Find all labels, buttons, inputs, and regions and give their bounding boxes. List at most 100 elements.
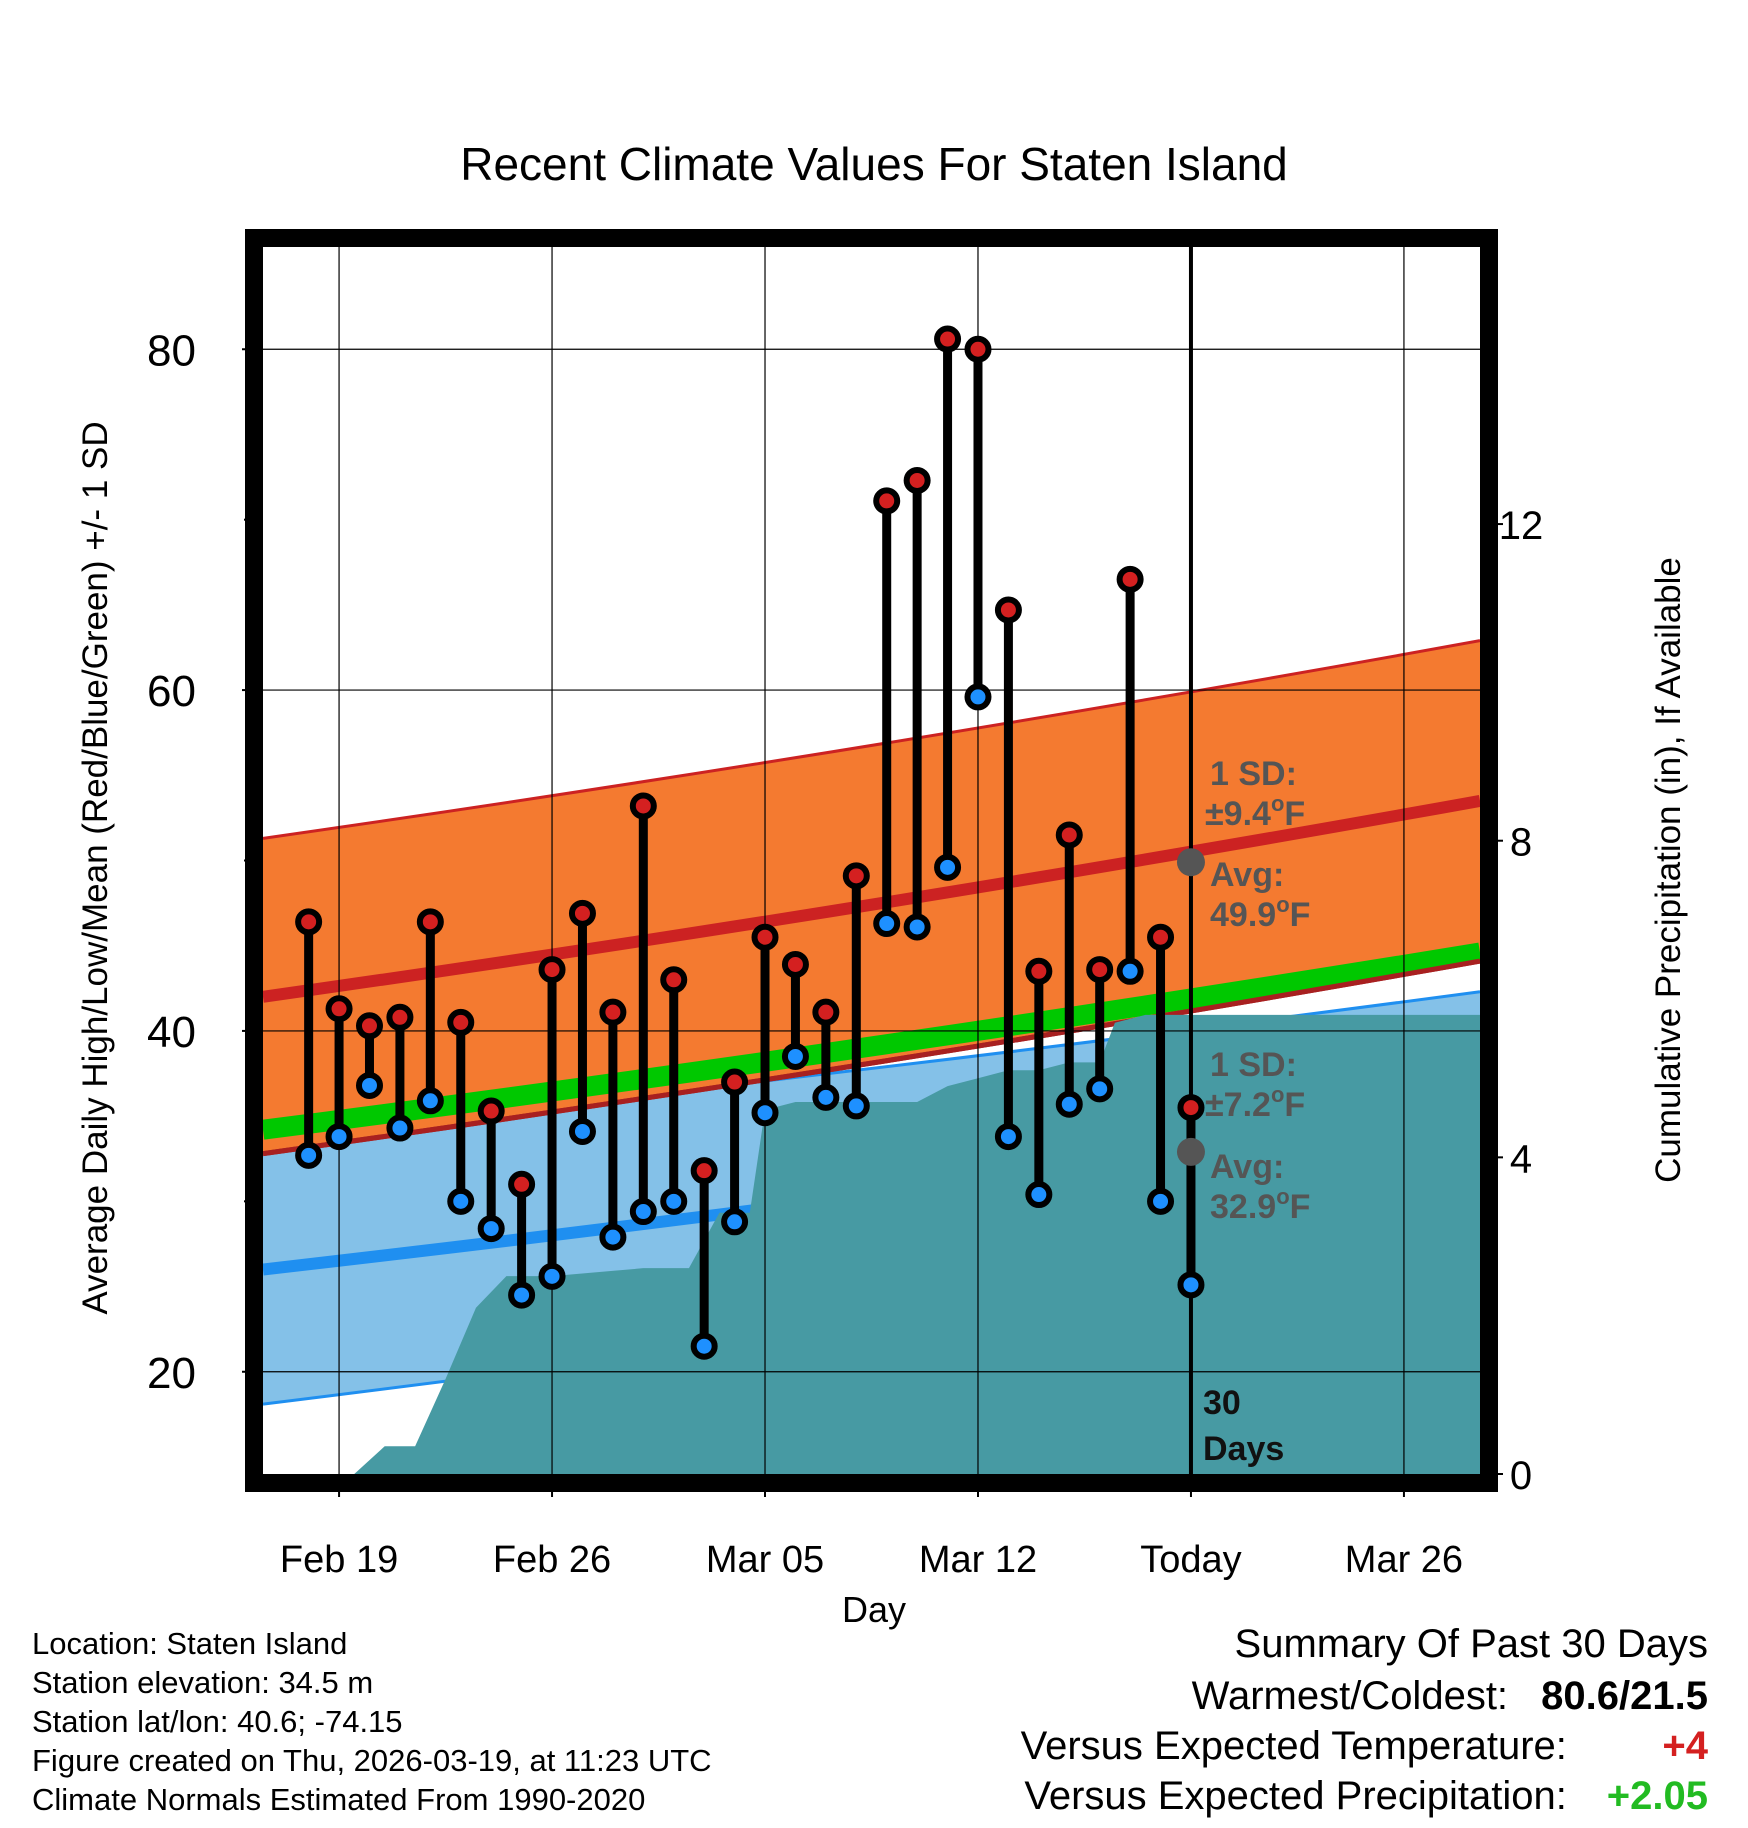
high-temp-point [660, 966, 688, 994]
summary-precip-label: Versus Expected Precipitation: [1024, 1774, 1567, 1818]
low-temp-point [1025, 1181, 1053, 1209]
high-avg-label: Avg: [1210, 856, 1284, 894]
low-avg-label: Avg: [1210, 1148, 1284, 1186]
summary-precip-value: +2.05 [1606, 1774, 1708, 1818]
high-sd-band [263, 640, 1480, 1154]
low-temp-point [508, 1281, 536, 1309]
high-temp-point [629, 792, 657, 820]
low-temp-point [721, 1208, 749, 1236]
y2-axis-label: Cumulative Precipitation (in), If Availa… [1649, 557, 1688, 1183]
low-temp-point [873, 910, 901, 938]
summary-temp: Versus Expected Temperature: +4 [1021, 1724, 1708, 1769]
high-temp-point [1147, 923, 1175, 951]
low-temp-point [295, 1141, 323, 1169]
high-temp-point [325, 995, 353, 1023]
y-tick-label: 40 [147, 1008, 196, 1057]
y2-tick-label: 12 [1499, 504, 1544, 548]
x-tick-label: Mar 12 [919, 1539, 1037, 1581]
x-axis-label: Day [842, 1589, 906, 1630]
mean-normal-line [263, 942, 1480, 1140]
low-temp-point [781, 1042, 809, 1070]
high-temp-point [477, 1097, 505, 1125]
low-temp-point [1177, 1271, 1205, 1299]
high-temp-point [873, 487, 901, 515]
high-sd-label: 1 SD: [1210, 755, 1297, 793]
low-temp-point [660, 1187, 688, 1215]
info-elevation: Station elevation: 34.5 m [32, 1665, 374, 1700]
summary-temp-value: +4 [1662, 1724, 1708, 1768]
high-temp-point [1025, 957, 1053, 985]
y-tick-label: 20 [147, 1349, 196, 1398]
high-temp-point [386, 1003, 414, 1031]
low-temp-point [1055, 1090, 1083, 1118]
high-temp-point [934, 325, 962, 353]
low-temp-point [538, 1262, 566, 1290]
high-temp-point [994, 596, 1022, 624]
y-tick-label: 60 [147, 667, 196, 716]
high-temp-point [751, 923, 779, 951]
high-temp-point [903, 466, 931, 494]
low-temp-point [964, 683, 992, 711]
info-latlon: Station lat/lon: 40.6; -74.15 [32, 1704, 403, 1739]
high-temp-point [1116, 565, 1144, 593]
low-temp-point [751, 1099, 779, 1127]
low-sd-value: ±7.2oF [1205, 1082, 1305, 1124]
period-label-number: 30 [1203, 1384, 1241, 1422]
low-temp-point [325, 1123, 353, 1151]
high-temp-point [416, 908, 444, 936]
summary-temp-label: Versus Expected Temperature: [1020, 1724, 1567, 1768]
x-tick-label: Today [1140, 1539, 1241, 1581]
high-temp-point [842, 862, 870, 890]
high-temp-point [721, 1068, 749, 1096]
high-sd-lower-edge-overlay [263, 958, 1480, 1157]
high-temp-point [538, 956, 566, 984]
y-axis-label: Average Daily High/Low/Mean (Red/Blue/Gr… [76, 421, 115, 1314]
low-temp-point [1147, 1187, 1175, 1215]
high-temp-point [690, 1157, 718, 1185]
info-normals: Climate Normals Estimated From 1990-2020 [32, 1782, 646, 1817]
y-tick-label: 80 [147, 326, 196, 375]
x-tick-label: Feb 19 [280, 1539, 398, 1581]
y2-tick-label: 4 [1510, 1137, 1532, 1181]
low-avg-value: 32.9oF [1210, 1184, 1310, 1226]
chart-title: Recent Climate Values For Staten Island [460, 138, 1288, 190]
info-created: Figure created on Thu, 2026-03-19, at 11… [32, 1743, 712, 1778]
low-temp-point [934, 853, 962, 881]
mean-high-normal-line [263, 794, 1480, 1003]
summary-warm-cold-label: Warmest/Coldest: [1191, 1674, 1509, 1718]
summary-precip: Versus Expected Precipitation: +2.05 [1024, 1774, 1708, 1819]
low-sd-label: 1 SD: [1210, 1046, 1297, 1084]
period-label-days: Days [1203, 1430, 1284, 1468]
axis-ticks: 20 40 60 80 0 4 8 12 Feb 19 Feb 26 Mar 05 Mar 12 Tod… [147, 326, 1543, 1581]
x-tick-label: Feb 26 [493, 1539, 611, 1581]
observation-sticks [295, 325, 1205, 1360]
high-avg-value: 49.9oF [1210, 892, 1310, 934]
summary-title: Summary Of Past 30 Days [1234, 1622, 1708, 1666]
summary-warm-cold: Warmest/Coldest: 80.6/21.5 [1192, 1674, 1708, 1719]
info-location: Location: Staten Island [32, 1626, 348, 1661]
precipitation-fill [263, 1014, 1480, 1474]
precipitation-area [263, 1014, 1480, 1474]
high-avg-marker [1176, 848, 1205, 877]
low-temp-point [690, 1332, 718, 1360]
high-temp-point [1086, 956, 1114, 984]
low-temp-point [903, 913, 931, 941]
high-temp-point [1177, 1094, 1205, 1122]
x-tick-label: Mar 05 [706, 1539, 824, 1581]
high-temp-point [508, 1170, 536, 1198]
high-temp-point [355, 1012, 383, 1040]
summary-warm-cold-value: 80.6/21.5 [1541, 1674, 1708, 1718]
low-temp-point [477, 1215, 505, 1243]
low-temp-point [447, 1187, 475, 1215]
high-temp-point [812, 998, 840, 1026]
low-temp-point [355, 1071, 383, 1099]
high-temp-point [568, 899, 596, 927]
high-temp-point [295, 908, 323, 936]
high-temp-point [964, 335, 992, 363]
high-temp-point [781, 950, 809, 978]
low-temp-point [1116, 957, 1144, 985]
y2-tick-label: 0 [1510, 1454, 1532, 1498]
y2-tick-label: 8 [1510, 821, 1532, 865]
low-temp-point [629, 1198, 657, 1226]
